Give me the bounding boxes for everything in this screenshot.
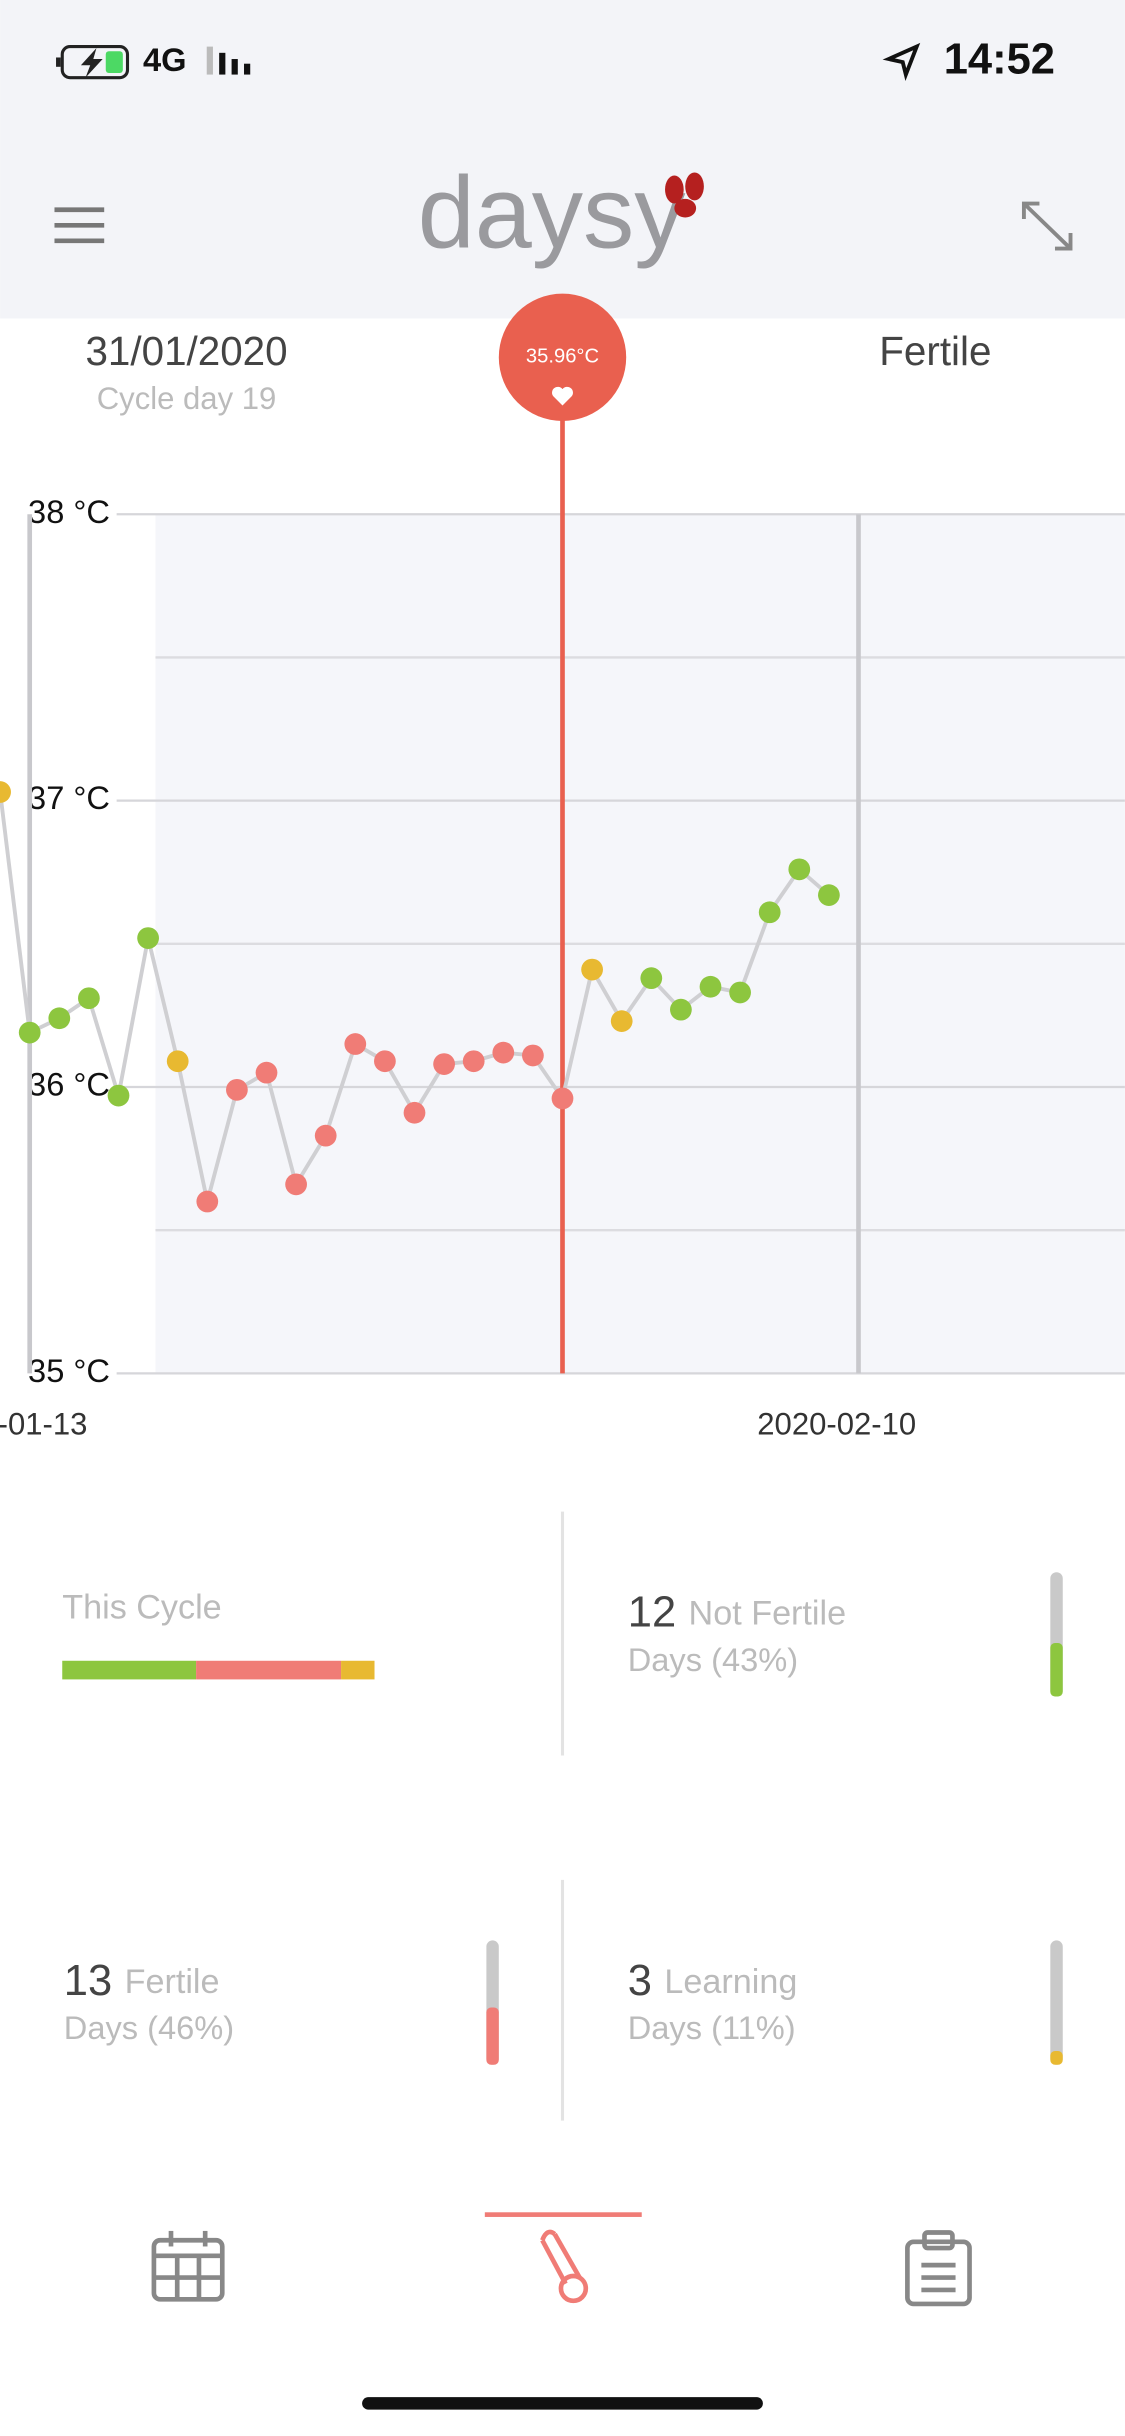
- summary: 12 Not Fertile Days (43%) 13 Fertile Days (46…: [62, 1572, 1063, 2065]
- home-indicator: [362, 2397, 763, 2410]
- y-tick-label: 36 °C: [28, 1066, 110, 1103]
- stat-heading: 13 Fertile: [64, 1957, 220, 2005]
- temperature-point: [166, 1050, 189, 1073]
- temperature-point: [0, 781, 11, 803]
- cycle-day: Cycle day 19: [97, 381, 277, 416]
- y-tick-label: 35 °C: [28, 1352, 110, 1389]
- temperature-point: [551, 1087, 574, 1110]
- cycle-bar-segment: [196, 1660, 342, 1680]
- battery-icon: [56, 45, 130, 80]
- chart: 35 °C 36 °C 37 °C 38 °C 2020-01-13 2020-02-10…: [0, 293, 1125, 1441]
- temperature-point: [226, 1078, 248, 1101]
- stat-heading: 12 Not Fertile: [628, 1589, 846, 1637]
- y-tick-label: 38 °C: [28, 493, 110, 530]
- temperature-point: [758, 901, 781, 924]
- temperature-point: [285, 1173, 307, 1196]
- temperature-point: [433, 1053, 455, 1075]
- temperature-point: [18, 1021, 41, 1044]
- temperature-point: [314, 1124, 337, 1147]
- network-label: 4G: [143, 41, 187, 78]
- stat-count: 12: [628, 1589, 676, 1637]
- stat-label: Fertile: [125, 1963, 220, 2001]
- stat-label: Not Fertile: [689, 1595, 847, 1633]
- x-tick-label: 2020-01-13: [0, 1406, 87, 1441]
- stat-days: Days (46%): [64, 2009, 234, 2046]
- selected-date: 31/01/2020: [85, 328, 287, 374]
- temperature-point: [78, 987, 100, 1010]
- temperature-point: [492, 1041, 515, 1064]
- temperature-point: [670, 998, 692, 1021]
- cycle-bar-segment: [62, 1660, 197, 1680]
- temperature-point: [196, 1190, 219, 1213]
- stat-heading: 3 Learning: [628, 1957, 798, 2005]
- temperature-point: [522, 1044, 544, 1067]
- temperature-point: [107, 1084, 130, 1107]
- stat-gauge-fill: [486, 2007, 499, 2065]
- summary-title: This Cycle: [62, 1589, 221, 1627]
- temperature-point: [462, 1050, 485, 1073]
- menu-button[interactable]: [54, 207, 105, 244]
- active-tab-indicator: [484, 2212, 642, 2217]
- temperature-point: [818, 884, 840, 906]
- logo-petals: [665, 172, 704, 218]
- logo: daysy: [418, 155, 687, 270]
- temperature-point: [255, 1061, 278, 1084]
- temperature-point: [729, 981, 751, 1004]
- selected-value-label: 35.96°C: [526, 346, 599, 368]
- y-tick-label: 37 °C: [28, 779, 110, 816]
- stat-label: Learning: [664, 1963, 797, 2001]
- stat-gauge-track: [1050, 1940, 1063, 2065]
- stat-days: Days (11%): [628, 2009, 796, 2046]
- cycle-bar-segment: [341, 1660, 375, 1680]
- location-icon: [882, 42, 921, 81]
- temperature-point: [344, 1033, 367, 1055]
- notes-tab[interactable]: [905, 2230, 972, 2307]
- stat-count: 13: [64, 1957, 112, 2005]
- thermometer-tab[interactable]: [540, 2229, 589, 2304]
- temperature-point: [640, 967, 663, 990]
- stat-gauge-fill: [1050, 2051, 1063, 2065]
- temperature-point: [137, 927, 159, 949]
- expand-button[interactable]: [1021, 201, 1073, 251]
- stat-count: 3: [628, 1957, 652, 2005]
- temperature-point: [699, 975, 722, 998]
- calendar-tab[interactable]: [151, 2230, 225, 2302]
- heart-icon: [552, 386, 573, 406]
- clock: 14:52: [944, 36, 1055, 84]
- temperature-point: [581, 958, 603, 981]
- stat-gauge-fill: [1050, 1643, 1063, 1697]
- temperature-point: [48, 1007, 71, 1030]
- temperature-point: [788, 858, 811, 881]
- header-background: [0, 0, 1125, 319]
- selected-value-bubble: [498, 293, 627, 422]
- signal-icon: [206, 46, 251, 75]
- x-tick-label: 2020-02-10: [757, 1406, 916, 1441]
- stat-days: Days (43%): [628, 1641, 798, 1678]
- temperature-point: [403, 1101, 426, 1124]
- temperature-point: [610, 1010, 633, 1032]
- temperature-point: [374, 1050, 396, 1073]
- fertility-status: Fertile: [879, 328, 991, 374]
